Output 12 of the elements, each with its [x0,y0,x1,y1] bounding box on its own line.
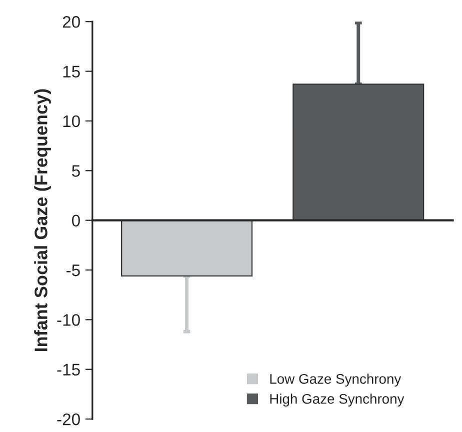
y-tick-label: -15 [57,364,80,376]
legend-label: Low Gaze Synchrony [270,374,402,387]
legend-label: High Gaze Synchrony [270,394,404,407]
y-tick-label: 20 [62,16,80,28]
y-tick-label: -10 [57,314,80,326]
y-axis-title: Infant Social Gaze (Frequency) [34,89,51,352]
y-tick-label: -5 [66,264,80,276]
y-tick-label: -20 [57,413,80,426]
y-tick-label: 0 [72,214,80,227]
y-tick-label: 10 [63,115,80,128]
y-tick-label: 15 [63,66,80,78]
y-tick-label: 5 [72,165,80,177]
